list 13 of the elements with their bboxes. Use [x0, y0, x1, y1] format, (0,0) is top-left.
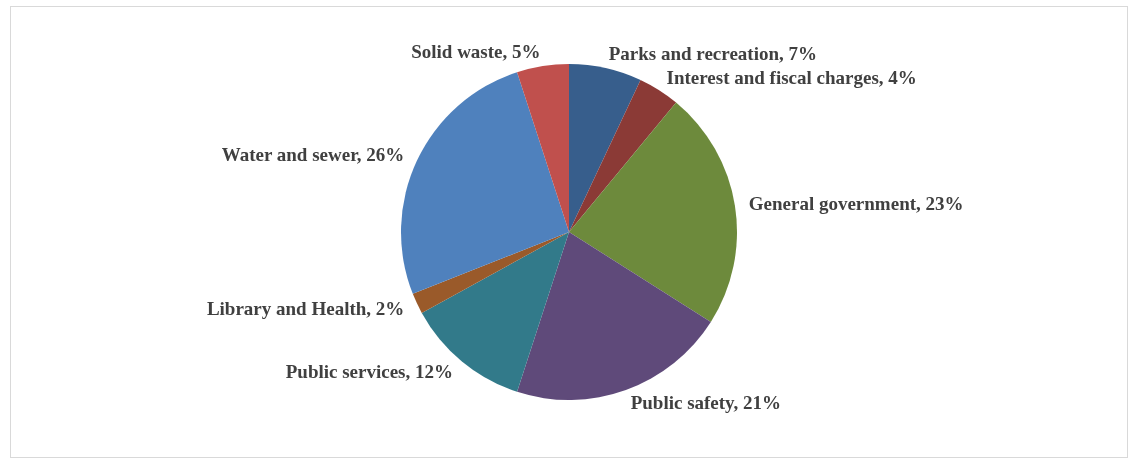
slice-label: Parks and recreation, 7%	[608, 43, 817, 65]
slice-label: Library and Health, 2%	[206, 298, 405, 320]
slice-label: Interest and fiscal charges, 4%	[666, 67, 917, 89]
pie-slice	[517, 64, 569, 232]
pie-slice	[569, 64, 641, 232]
slice-label: General government, 23%	[748, 192, 964, 214]
slice-label: Public safety, 21%	[630, 392, 782, 414]
slice-label: Public services, 12%	[285, 361, 453, 383]
slice-label: Solid waste, 5%	[411, 41, 541, 63]
pie-slice	[569, 102, 737, 323]
pie-slice	[401, 72, 569, 294]
pie-slice	[412, 232, 569, 313]
slice-label: Water and sewer, 26%	[221, 143, 405, 165]
